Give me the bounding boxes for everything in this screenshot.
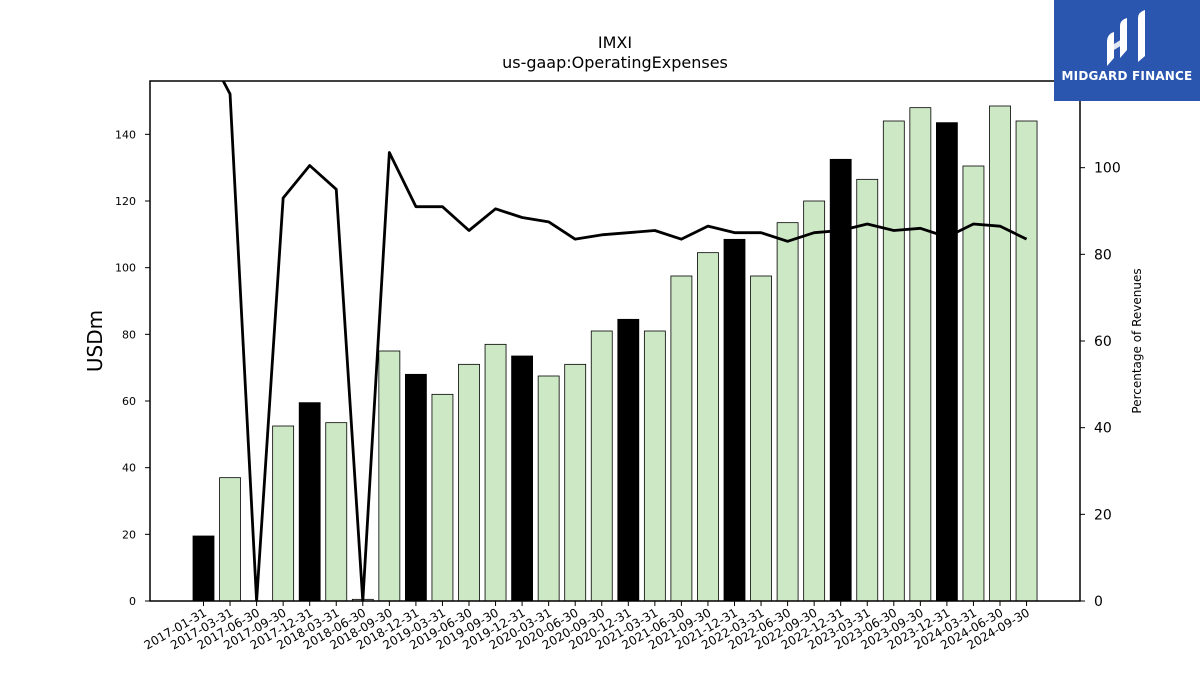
brand-logo: MIDGARD FINANCE: [1054, 0, 1200, 101]
y-tick-label-left: 140: [115, 128, 136, 141]
bar-2020-06-30: [564, 363, 587, 602]
bar-2017-03-31: [219, 477, 241, 602]
bar-2019-06-30: [458, 363, 480, 602]
y-tick-label-left: 120: [115, 195, 136, 208]
y-tick-label-left: 40: [122, 462, 136, 475]
bar-2018-03-31: [325, 422, 348, 602]
bar-2019-09-30: [484, 343, 507, 602]
y-tick-label-left: 60: [122, 395, 136, 408]
midgard-logo-icon: [1107, 10, 1145, 66]
line-group: [221, 81, 1028, 601]
bar-2020-09-30: [590, 330, 613, 602]
chart-title: IMXI: [598, 33, 632, 52]
y-tick-label-right: 60: [1094, 334, 1112, 350]
bar-2017-09-30: [272, 425, 295, 602]
y-axis-label-left: USDm: [83, 310, 107, 372]
x-axis: 2017-01-312017-03-312017-06-302017-09-30…: [142, 601, 1032, 652]
bar-2020-03-31: [537, 375, 560, 602]
bar-2024-09-30: [1015, 120, 1038, 602]
right-axis: 0 20 40 60 80 100: [1080, 161, 1121, 610]
bar-2023-03-31: [856, 178, 879, 602]
bar-2022-12-31: [829, 158, 852, 602]
bar-2023-12-31: [936, 122, 958, 602]
bars-group: [192, 105, 1038, 602]
y-tick-label-left: 100: [115, 262, 136, 275]
y-axis-label-right: Percentage of Revenues: [1130, 268, 1144, 413]
bar-2018-12-31: [404, 373, 427, 602]
bar-2019-03-31: [431, 393, 454, 602]
bar-2024-03-31: [962, 165, 985, 602]
chart-subtitle: us-gaap:OperatingExpenses: [502, 53, 728, 72]
bar-2019-12-31: [511, 355, 534, 602]
bar-2017-01-31: [192, 535, 215, 602]
bar-2024-06-30: [989, 105, 1011, 602]
y-tick-label-left: 0: [129, 595, 136, 608]
bar-2017-12-31: [298, 402, 321, 602]
bar-2021-12-31: [723, 238, 746, 602]
bar-2022-09-30: [803, 200, 826, 602]
y-tick-label-left: 20: [122, 528, 136, 541]
bar-2023-09-30: [909, 107, 932, 602]
left-axis: 0 20 40 60 80 100 120 140: [115, 128, 150, 608]
y-tick-label-right: 100: [1094, 161, 1121, 177]
y-tick-label-right: 80: [1094, 247, 1112, 263]
y-tick-label-right: 40: [1094, 421, 1112, 437]
bar-2021-06-30: [670, 275, 693, 602]
bar-2021-09-30: [697, 252, 719, 602]
bar-2022-03-31: [750, 275, 772, 602]
bar-2018-09-30: [378, 350, 401, 602]
percentage-line: [221, 81, 1028, 601]
y-tick-label-left: 80: [122, 328, 136, 341]
y-tick-label-right: 20: [1094, 507, 1112, 523]
bar-2022-06-30: [776, 222, 799, 602]
bar-2020-12-31: [617, 318, 640, 602]
brand-name: MIDGARD FINANCE: [1061, 69, 1193, 83]
bar-2021-03-31: [643, 330, 666, 602]
bar-2023-06-30: [882, 120, 905, 602]
y-tick-label-right: 0: [1094, 594, 1103, 610]
